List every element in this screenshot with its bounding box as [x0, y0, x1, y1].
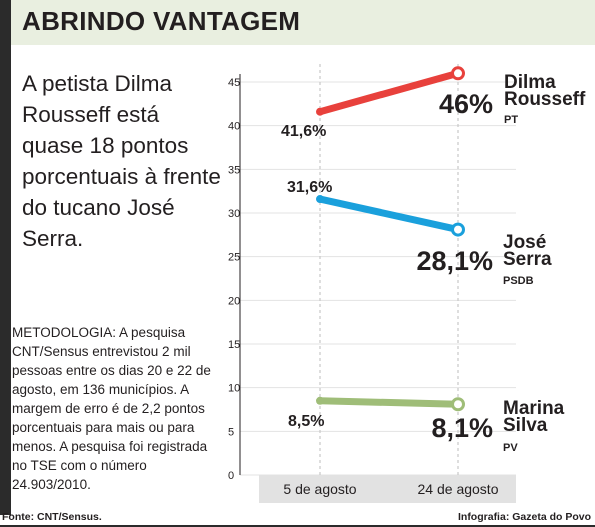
- series-name: Rousseff: [504, 89, 586, 110]
- series-party: PSDB: [503, 275, 534, 287]
- data-label: 41,6%: [281, 123, 326, 140]
- x-tick-label: 24 de agosto: [418, 481, 499, 497]
- y-tick-label: 25: [228, 252, 240, 264]
- x-axis-band: [259, 475, 516, 503]
- series-line: [319, 195, 459, 234]
- series-line: [319, 69, 459, 116]
- y-tick-label: 30: [228, 208, 240, 220]
- series-name: Silva: [503, 415, 548, 436]
- y-tick-label: 45: [228, 77, 240, 89]
- header-bar: ABRINDO VANTAGEM: [0, 0, 595, 45]
- data-point: [451, 397, 465, 412]
- data-point: [316, 396, 324, 405]
- series-name: Serra: [503, 249, 552, 270]
- data-point: [316, 195, 324, 204]
- y-tick-label: 5: [228, 426, 234, 438]
- series-name: Marina: [503, 398, 565, 419]
- data-point: [316, 107, 324, 116]
- series-line: [319, 397, 459, 408]
- y-tick-label: 35: [228, 164, 240, 176]
- page-title: ABRINDO VANTAGEM: [22, 6, 301, 36]
- y-tick-label: 15: [228, 339, 240, 351]
- left-accent-bar: [0, 45, 11, 515]
- methodology-text: METODOLOGIA: A pesquisa CNT/Sensus entre…: [12, 323, 212, 494]
- deck-text: A petista Dilma Rousseff está quase 18 p…: [22, 71, 221, 251]
- source-note: Fonte: CNT/Sensus.: [2, 511, 102, 523]
- methodology-label: METODOLOGIA: [12, 325, 113, 340]
- series-party: PV: [503, 442, 518, 454]
- data-label: 31,6%: [287, 179, 332, 196]
- data-label: 8,1%: [431, 413, 493, 443]
- credit-note: Infografia: Gazeta do Povo: [457, 511, 591, 523]
- header-accent: [0, 0, 11, 45]
- data-label: 46%: [439, 89, 493, 119]
- data-point: [451, 66, 465, 81]
- data-point: [451, 222, 465, 237]
- series-name: José: [503, 232, 546, 253]
- x-tick-label: 5 de agosto: [283, 481, 356, 497]
- y-tick-label: 0: [228, 470, 234, 482]
- y-tick-label: 20: [228, 295, 240, 307]
- methodology-body: : A pesquisa CNT/Sensus entrevistou 2 mi…: [12, 325, 211, 492]
- y-tick-label: 10: [228, 383, 240, 395]
- y-tick-label: 40: [228, 121, 240, 133]
- series-name: Dilma: [504, 72, 556, 93]
- data-label: 28,1%: [416, 246, 493, 276]
- bottom-rule: [0, 525, 595, 527]
- series-party: PT: [504, 114, 518, 126]
- data-label: 8,5%: [288, 413, 324, 430]
